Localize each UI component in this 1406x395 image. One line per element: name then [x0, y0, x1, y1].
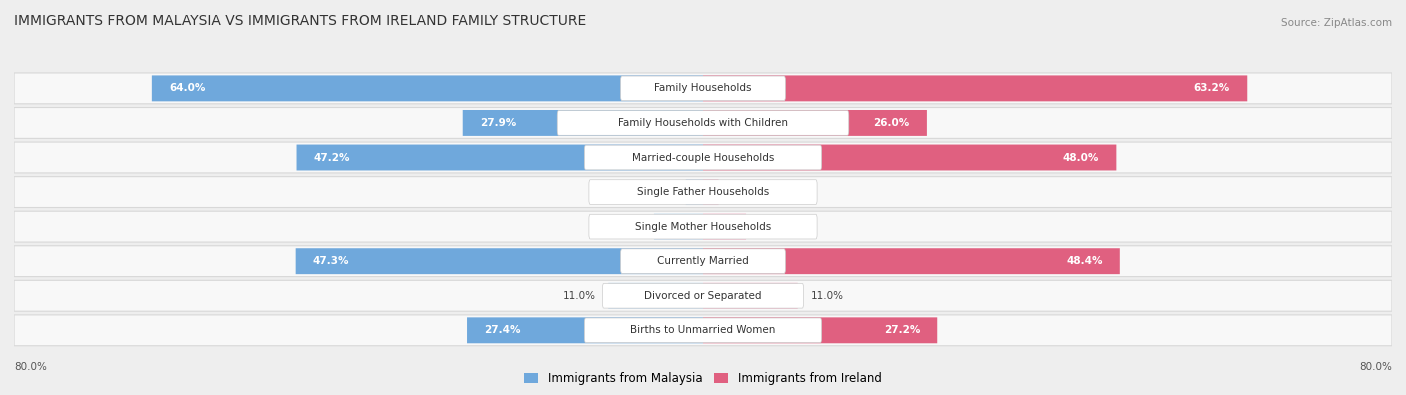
FancyBboxPatch shape — [620, 76, 786, 101]
FancyBboxPatch shape — [703, 317, 938, 343]
FancyBboxPatch shape — [703, 248, 1119, 274]
Text: 27.9%: 27.9% — [479, 118, 516, 128]
FancyBboxPatch shape — [14, 177, 1392, 207]
FancyBboxPatch shape — [295, 248, 703, 274]
Text: Divorced or Separated: Divorced or Separated — [644, 291, 762, 301]
FancyBboxPatch shape — [703, 214, 747, 240]
Text: 27.4%: 27.4% — [484, 325, 520, 335]
FancyBboxPatch shape — [557, 111, 849, 135]
Text: Married-couple Households: Married-couple Households — [631, 152, 775, 162]
Text: 64.0%: 64.0% — [169, 83, 205, 93]
FancyBboxPatch shape — [703, 145, 1116, 171]
FancyBboxPatch shape — [703, 179, 718, 205]
Text: 11.0%: 11.0% — [811, 291, 844, 301]
FancyBboxPatch shape — [620, 249, 786, 273]
FancyBboxPatch shape — [14, 211, 1392, 242]
FancyBboxPatch shape — [686, 179, 703, 205]
FancyBboxPatch shape — [602, 284, 804, 308]
Text: 2.0%: 2.0% — [647, 187, 673, 197]
FancyBboxPatch shape — [14, 315, 1392, 346]
Text: 80.0%: 80.0% — [1360, 362, 1392, 372]
Text: 80.0%: 80.0% — [14, 362, 46, 372]
FancyBboxPatch shape — [297, 145, 703, 171]
Text: Family Households: Family Households — [654, 83, 752, 93]
FancyBboxPatch shape — [14, 73, 1392, 104]
Text: Currently Married: Currently Married — [657, 256, 749, 266]
Text: Births to Unmarried Women: Births to Unmarried Women — [630, 325, 776, 335]
Text: 48.4%: 48.4% — [1066, 256, 1102, 266]
Text: 26.0%: 26.0% — [873, 118, 910, 128]
Text: 47.2%: 47.2% — [314, 152, 350, 162]
FancyBboxPatch shape — [14, 246, 1392, 276]
Text: 47.3%: 47.3% — [314, 256, 349, 266]
Text: 1.8%: 1.8% — [731, 187, 758, 197]
FancyBboxPatch shape — [609, 283, 703, 309]
FancyBboxPatch shape — [703, 110, 927, 136]
Text: IMMIGRANTS FROM MALAYSIA VS IMMIGRANTS FROM IRELAND FAMILY STRUCTURE: IMMIGRANTS FROM MALAYSIA VS IMMIGRANTS F… — [14, 14, 586, 28]
FancyBboxPatch shape — [703, 283, 797, 309]
Legend: Immigrants from Malaysia, Immigrants from Ireland: Immigrants from Malaysia, Immigrants fro… — [524, 372, 882, 385]
Text: 11.0%: 11.0% — [562, 291, 595, 301]
Text: 27.2%: 27.2% — [883, 325, 920, 335]
Text: Source: ZipAtlas.com: Source: ZipAtlas.com — [1281, 18, 1392, 28]
FancyBboxPatch shape — [585, 145, 821, 170]
FancyBboxPatch shape — [14, 280, 1392, 311]
Text: Family Households with Children: Family Households with Children — [619, 118, 787, 128]
Text: 5.7%: 5.7% — [614, 222, 641, 231]
FancyBboxPatch shape — [589, 180, 817, 205]
FancyBboxPatch shape — [585, 318, 821, 342]
Text: 5.0%: 5.0% — [759, 222, 786, 231]
FancyBboxPatch shape — [463, 110, 703, 136]
FancyBboxPatch shape — [467, 317, 703, 343]
FancyBboxPatch shape — [589, 214, 817, 239]
Text: Single Mother Households: Single Mother Households — [636, 222, 770, 231]
Text: 48.0%: 48.0% — [1063, 152, 1099, 162]
Text: 63.2%: 63.2% — [1194, 83, 1230, 93]
FancyBboxPatch shape — [14, 142, 1392, 173]
Text: Single Father Households: Single Father Households — [637, 187, 769, 197]
FancyBboxPatch shape — [152, 75, 703, 102]
FancyBboxPatch shape — [703, 75, 1247, 102]
FancyBboxPatch shape — [14, 107, 1392, 138]
FancyBboxPatch shape — [654, 214, 703, 240]
